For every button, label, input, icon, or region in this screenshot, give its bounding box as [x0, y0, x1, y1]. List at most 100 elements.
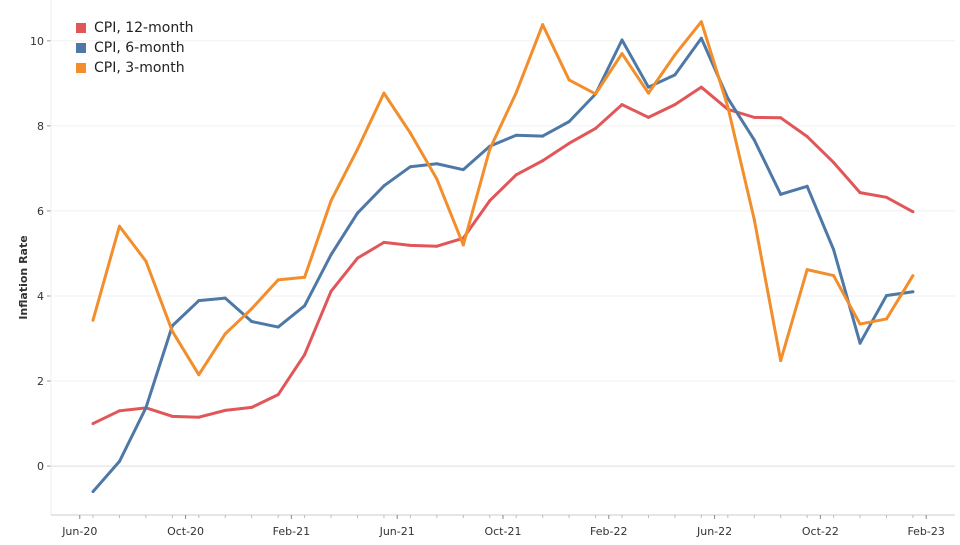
- data-point: [752, 217, 756, 221]
- data-point: [514, 91, 518, 95]
- data-point: [673, 73, 677, 77]
- x-tick-label: Oct-22: [802, 525, 839, 538]
- data-point: [329, 253, 333, 257]
- data-point: [303, 304, 307, 308]
- data-point: [303, 275, 307, 279]
- data-point: [117, 459, 121, 463]
- legend-item-12-month[interactable]: CPI, 12-month: [76, 18, 194, 38]
- x-tick-label: Jun-20: [61, 525, 97, 538]
- legend-item-3-month[interactable]: CPI, 3-month: [76, 58, 194, 78]
- x-tick-label: Jun-21: [379, 525, 415, 538]
- data-point: [726, 105, 730, 109]
- y-tick-label: 6: [37, 205, 44, 218]
- y-tick-label: 4: [37, 290, 44, 303]
- data-point: [594, 126, 598, 130]
- data-point: [911, 290, 915, 294]
- data-point: [832, 274, 836, 278]
- data-point: [382, 91, 386, 95]
- data-point: [197, 299, 201, 303]
- data-point: [91, 490, 95, 494]
- data-point: [250, 307, 254, 311]
- data-point: [832, 160, 836, 164]
- legend-label: CPI, 12-month: [94, 20, 194, 36]
- data-point: [646, 115, 650, 119]
- x-tick-label: Feb-21: [273, 525, 310, 538]
- x-tick-label: Oct-21: [484, 525, 521, 538]
- data-point: [858, 191, 862, 195]
- data-point: [620, 52, 624, 56]
- data-point: [276, 393, 280, 397]
- data-point: [144, 259, 148, 263]
- data-point: [223, 296, 227, 300]
- legend: CPI, 12-month CPI, 6-month CPI, 3-month: [76, 18, 194, 78]
- data-point: [779, 359, 783, 363]
- data-point: [408, 243, 412, 247]
- data-point: [885, 195, 888, 199]
- data-point: [356, 211, 359, 215]
- data-point: [461, 168, 465, 172]
- data-point: [911, 274, 915, 278]
- data-point: [858, 341, 862, 345]
- y-tick-label: 8: [37, 120, 44, 133]
- data-point: [461, 243, 465, 247]
- data-point: [699, 85, 703, 89]
- legend-swatch-12-month: [76, 23, 86, 33]
- data-point: [91, 318, 95, 322]
- data-point: [620, 103, 624, 107]
- data-point: [567, 78, 571, 82]
- x-tick-label: Jun-22: [696, 525, 732, 538]
- series-line-cpi-12-month: [92, 85, 914, 425]
- data-point: [197, 415, 201, 419]
- data-point: [356, 256, 359, 260]
- legend-item-6-month[interactable]: CPI, 6-month: [76, 38, 194, 58]
- legend-label: CPI, 3-month: [94, 60, 185, 76]
- legend-label: CPI, 6-month: [94, 40, 185, 56]
- data-point: [726, 96, 730, 100]
- data-point: [567, 120, 571, 124]
- data-point: [117, 224, 121, 228]
- data-point: [117, 409, 121, 413]
- data-point: [329, 289, 333, 293]
- data-point: [699, 20, 703, 24]
- x-tick-label: Feb-22: [590, 525, 627, 538]
- data-point: [541, 134, 545, 138]
- data-point: [805, 135, 809, 139]
- data-point: [673, 103, 677, 107]
- data-point: [646, 85, 650, 89]
- data-point: [382, 240, 386, 244]
- data-point: [223, 408, 227, 412]
- data-point: [699, 36, 703, 40]
- data-point: [488, 199, 492, 203]
- data-point: [594, 92, 598, 96]
- data-point: [408, 131, 412, 135]
- data-point: [805, 184, 809, 188]
- data-point: [779, 192, 783, 196]
- data-point: [885, 294, 888, 298]
- data-point: [541, 23, 545, 27]
- data-point: [885, 317, 888, 321]
- data-point: [329, 199, 333, 203]
- data-point: [514, 173, 518, 177]
- data-point: [567, 141, 571, 145]
- y-tick-label: 2: [37, 375, 44, 388]
- data-point: [276, 325, 280, 329]
- data-point: [488, 147, 492, 151]
- data-point: [408, 165, 412, 169]
- data-point: [197, 373, 201, 377]
- data-point: [223, 332, 227, 336]
- legend-swatch-6-month: [76, 43, 86, 53]
- legend-swatch-3-month: [76, 63, 86, 73]
- series-line-cpi-3-month: [91, 20, 915, 377]
- data-point: [805, 268, 809, 272]
- data-point: [514, 133, 518, 137]
- data-point: [91, 422, 95, 426]
- data-point: [435, 244, 439, 248]
- data-point: [541, 159, 545, 163]
- data-point: [250, 320, 254, 324]
- data-point: [620, 38, 624, 42]
- x-tick-label: Oct-20: [167, 525, 204, 538]
- data-point: [170, 329, 174, 333]
- data-point: [779, 116, 783, 120]
- series-line-cpi-6-month: [91, 36, 914, 493]
